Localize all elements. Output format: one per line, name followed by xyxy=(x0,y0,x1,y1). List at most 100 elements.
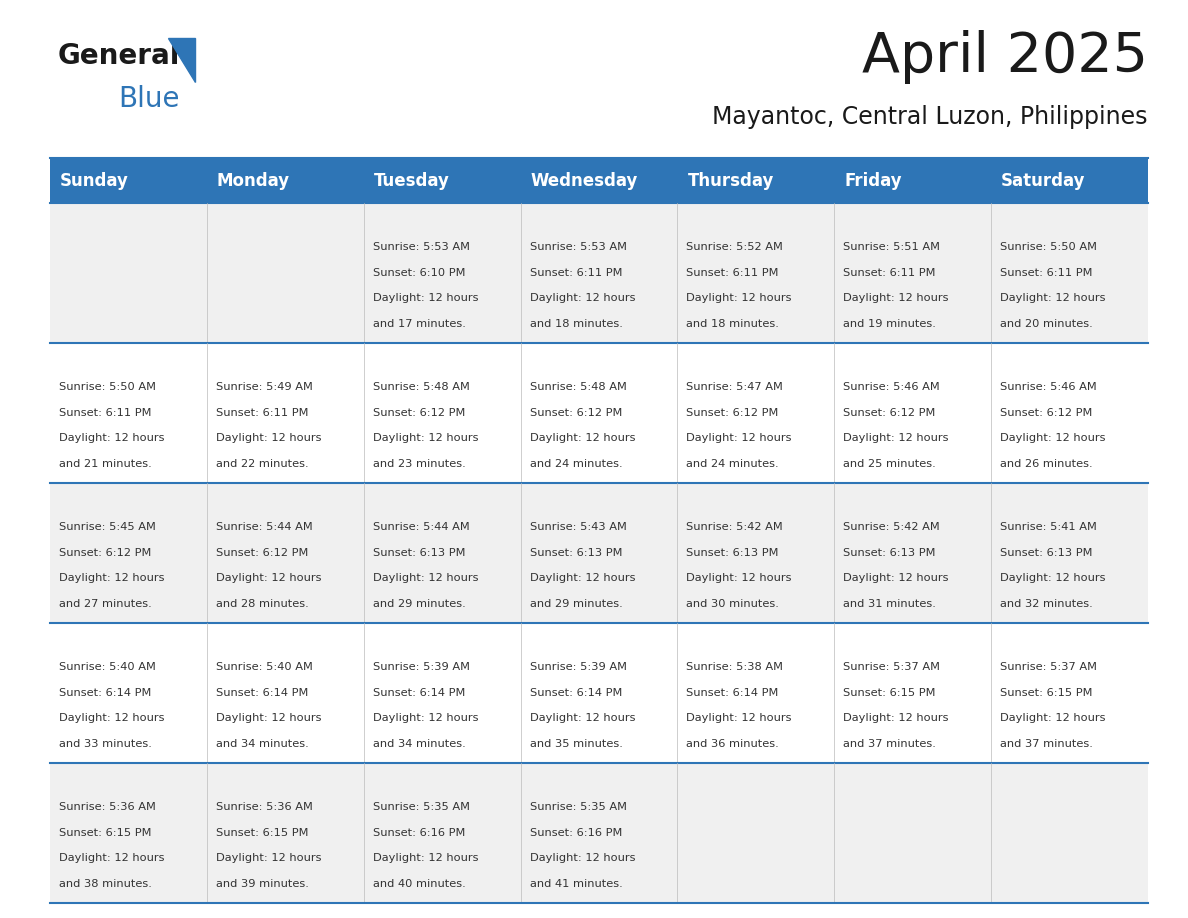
Text: Sunset: 6:11 PM: Sunset: 6:11 PM xyxy=(843,268,936,277)
Text: and 34 minutes.: and 34 minutes. xyxy=(373,739,466,748)
Text: and 21 minutes.: and 21 minutes. xyxy=(59,459,152,468)
Text: Sunset: 6:14 PM: Sunset: 6:14 PM xyxy=(216,688,308,698)
Text: Daylight: 12 hours: Daylight: 12 hours xyxy=(530,853,636,863)
Text: Daylight: 12 hours: Daylight: 12 hours xyxy=(530,713,636,723)
Text: Sunrise: 5:36 AM: Sunrise: 5:36 AM xyxy=(59,802,156,812)
Text: Daylight: 12 hours: Daylight: 12 hours xyxy=(59,573,164,583)
Text: Daylight: 12 hours: Daylight: 12 hours xyxy=(687,293,792,303)
Text: Daylight: 12 hours: Daylight: 12 hours xyxy=(216,853,322,863)
Text: Sunset: 6:15 PM: Sunset: 6:15 PM xyxy=(1000,688,1093,698)
Text: Sunset: 6:13 PM: Sunset: 6:13 PM xyxy=(373,548,466,557)
Text: and 19 minutes.: and 19 minutes. xyxy=(843,319,936,329)
Text: Daylight: 12 hours: Daylight: 12 hours xyxy=(216,573,322,583)
Text: Sunset: 6:14 PM: Sunset: 6:14 PM xyxy=(530,688,623,698)
Text: General: General xyxy=(58,42,181,70)
Text: Daylight: 12 hours: Daylight: 12 hours xyxy=(530,573,636,583)
Text: and 28 minutes.: and 28 minutes. xyxy=(216,599,309,609)
Text: and 18 minutes.: and 18 minutes. xyxy=(530,319,623,329)
Text: Sunrise: 5:47 AM: Sunrise: 5:47 AM xyxy=(687,382,783,392)
Text: Daylight: 12 hours: Daylight: 12 hours xyxy=(373,713,479,723)
Text: Daylight: 12 hours: Daylight: 12 hours xyxy=(843,573,949,583)
Text: Daylight: 12 hours: Daylight: 12 hours xyxy=(59,433,164,443)
Text: Sunset: 6:11 PM: Sunset: 6:11 PM xyxy=(216,408,309,418)
Text: Daylight: 12 hours: Daylight: 12 hours xyxy=(687,433,792,443)
Text: Daylight: 12 hours: Daylight: 12 hours xyxy=(843,433,949,443)
Text: Sunrise: 5:39 AM: Sunrise: 5:39 AM xyxy=(530,662,626,672)
Text: and 33 minutes.: and 33 minutes. xyxy=(59,739,152,748)
Text: Sunrise: 5:49 AM: Sunrise: 5:49 AM xyxy=(216,382,312,392)
Text: and 25 minutes.: and 25 minutes. xyxy=(843,459,936,468)
Text: Daylight: 12 hours: Daylight: 12 hours xyxy=(1000,433,1106,443)
Text: Sunrise: 5:48 AM: Sunrise: 5:48 AM xyxy=(373,382,469,392)
Text: and 38 minutes.: and 38 minutes. xyxy=(59,879,152,889)
Text: and 35 minutes.: and 35 minutes. xyxy=(530,739,623,748)
Text: Sunrise: 5:50 AM: Sunrise: 5:50 AM xyxy=(1000,242,1098,252)
Text: Sunrise: 5:48 AM: Sunrise: 5:48 AM xyxy=(530,382,626,392)
Text: Sunset: 6:16 PM: Sunset: 6:16 PM xyxy=(373,828,465,837)
Text: Sunrise: 5:35 AM: Sunrise: 5:35 AM xyxy=(373,802,469,812)
Text: and 23 minutes.: and 23 minutes. xyxy=(373,459,466,468)
Text: Daylight: 12 hours: Daylight: 12 hours xyxy=(216,433,322,443)
Text: Sunrise: 5:45 AM: Sunrise: 5:45 AM xyxy=(59,522,156,532)
Text: Sunrise: 5:43 AM: Sunrise: 5:43 AM xyxy=(530,522,626,532)
Text: Sunset: 6:12 PM: Sunset: 6:12 PM xyxy=(216,548,308,557)
Text: Sunset: 6:12 PM: Sunset: 6:12 PM xyxy=(373,408,465,418)
Text: and 37 minutes.: and 37 minutes. xyxy=(843,739,936,748)
Text: and 22 minutes.: and 22 minutes. xyxy=(216,459,309,468)
Text: and 30 minutes.: and 30 minutes. xyxy=(687,599,779,609)
Text: and 37 minutes.: and 37 minutes. xyxy=(1000,739,1093,748)
Text: Sunrise: 5:52 AM: Sunrise: 5:52 AM xyxy=(687,242,783,252)
Text: Sunset: 6:16 PM: Sunset: 6:16 PM xyxy=(530,828,623,837)
Text: Daylight: 12 hours: Daylight: 12 hours xyxy=(373,853,479,863)
Text: Daylight: 12 hours: Daylight: 12 hours xyxy=(530,293,636,303)
Text: Monday: Monday xyxy=(217,172,290,189)
Text: Sunrise: 5:39 AM: Sunrise: 5:39 AM xyxy=(373,662,469,672)
Text: Daylight: 12 hours: Daylight: 12 hours xyxy=(843,713,949,723)
Text: Sunrise: 5:46 AM: Sunrise: 5:46 AM xyxy=(1000,382,1097,392)
Text: Sunset: 6:10 PM: Sunset: 6:10 PM xyxy=(373,268,466,277)
Text: and 41 minutes.: and 41 minutes. xyxy=(530,879,623,889)
Text: and 26 minutes.: and 26 minutes. xyxy=(1000,459,1093,468)
Text: Sunset: 6:12 PM: Sunset: 6:12 PM xyxy=(1000,408,1093,418)
Text: Sunset: 6:14 PM: Sunset: 6:14 PM xyxy=(373,688,465,698)
Text: Daylight: 12 hours: Daylight: 12 hours xyxy=(1000,293,1106,303)
Text: Daylight: 12 hours: Daylight: 12 hours xyxy=(843,293,949,303)
Text: and 36 minutes.: and 36 minutes. xyxy=(687,739,779,748)
Text: Sunrise: 5:53 AM: Sunrise: 5:53 AM xyxy=(530,242,626,252)
Text: Sunrise: 5:44 AM: Sunrise: 5:44 AM xyxy=(216,522,312,532)
Text: Daylight: 12 hours: Daylight: 12 hours xyxy=(373,573,479,583)
Text: and 24 minutes.: and 24 minutes. xyxy=(687,459,779,468)
Text: Sunrise: 5:42 AM: Sunrise: 5:42 AM xyxy=(843,522,940,532)
Text: April 2025: April 2025 xyxy=(862,30,1148,84)
Text: Sunrise: 5:46 AM: Sunrise: 5:46 AM xyxy=(843,382,940,392)
Text: Sunset: 6:11 PM: Sunset: 6:11 PM xyxy=(687,268,779,277)
Text: Sunset: 6:15 PM: Sunset: 6:15 PM xyxy=(843,688,936,698)
Text: Sunrise: 5:37 AM: Sunrise: 5:37 AM xyxy=(843,662,940,672)
Text: Sunset: 6:15 PM: Sunset: 6:15 PM xyxy=(216,828,309,837)
Text: Sunset: 6:11 PM: Sunset: 6:11 PM xyxy=(530,268,623,277)
Text: Sunset: 6:15 PM: Sunset: 6:15 PM xyxy=(59,828,152,837)
Text: Sunset: 6:13 PM: Sunset: 6:13 PM xyxy=(687,548,779,557)
Text: Daylight: 12 hours: Daylight: 12 hours xyxy=(59,853,164,863)
Text: and 27 minutes.: and 27 minutes. xyxy=(59,599,152,609)
Text: Sunset: 6:11 PM: Sunset: 6:11 PM xyxy=(1000,268,1093,277)
Text: and 31 minutes.: and 31 minutes. xyxy=(843,599,936,609)
Text: Daylight: 12 hours: Daylight: 12 hours xyxy=(216,713,322,723)
Text: Sunrise: 5:35 AM: Sunrise: 5:35 AM xyxy=(530,802,626,812)
Text: Sunset: 6:13 PM: Sunset: 6:13 PM xyxy=(1000,548,1093,557)
Text: Sunrise: 5:41 AM: Sunrise: 5:41 AM xyxy=(1000,522,1097,532)
Text: Mayantoc, Central Luzon, Philippines: Mayantoc, Central Luzon, Philippines xyxy=(713,105,1148,129)
Text: and 39 minutes.: and 39 minutes. xyxy=(216,879,309,889)
Text: Sunrise: 5:36 AM: Sunrise: 5:36 AM xyxy=(216,802,312,812)
Text: Sunrise: 5:40 AM: Sunrise: 5:40 AM xyxy=(59,662,156,672)
Text: and 18 minutes.: and 18 minutes. xyxy=(687,319,779,329)
Text: Daylight: 12 hours: Daylight: 12 hours xyxy=(1000,713,1106,723)
Text: Friday: Friday xyxy=(845,172,902,189)
Text: Sunrise: 5:37 AM: Sunrise: 5:37 AM xyxy=(1000,662,1098,672)
Text: and 29 minutes.: and 29 minutes. xyxy=(530,599,623,609)
Text: Blue: Blue xyxy=(118,85,179,113)
Text: Sunrise: 5:40 AM: Sunrise: 5:40 AM xyxy=(216,662,312,672)
Text: Thursday: Thursday xyxy=(688,172,773,189)
Text: Sunset: 6:12 PM: Sunset: 6:12 PM xyxy=(843,408,936,418)
Text: Daylight: 12 hours: Daylight: 12 hours xyxy=(373,293,479,303)
